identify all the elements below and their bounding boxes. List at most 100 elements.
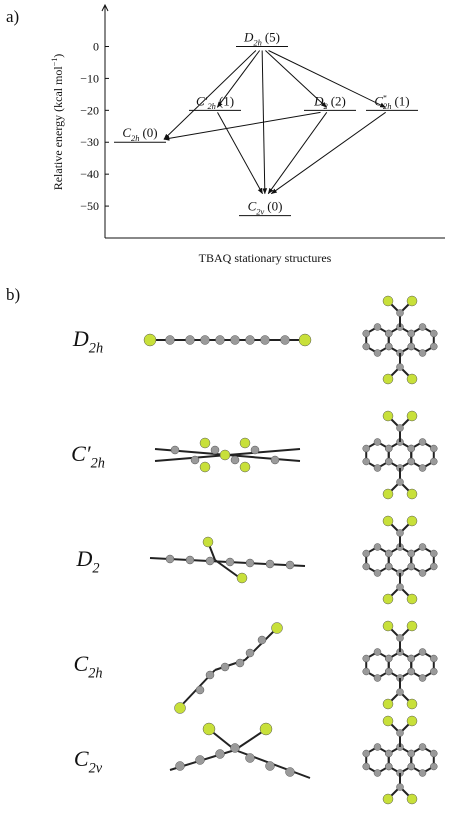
count: (2) [331, 93, 346, 108]
atom [382, 793, 394, 805]
atom [373, 543, 382, 551]
atom [185, 555, 195, 565]
sub: 2h [91, 456, 105, 472]
atom [257, 635, 267, 645]
atom [384, 749, 393, 758]
sub: 2h [383, 101, 391, 111]
atom [285, 560, 295, 570]
atom [245, 558, 255, 568]
atom [430, 667, 438, 676]
atom [406, 295, 418, 307]
atom [219, 449, 231, 461]
atom [236, 572, 248, 584]
sub: 2h [207, 101, 215, 111]
atom [430, 549, 438, 558]
symmetry-label: D2(2) [313, 93, 346, 111]
atom [430, 654, 438, 663]
atom [239, 437, 251, 449]
atom [407, 654, 416, 663]
y-tick-label: −20 [80, 103, 99, 117]
atom [406, 373, 418, 385]
atom [384, 667, 393, 676]
atom [362, 562, 370, 571]
atom [373, 464, 382, 472]
symmetry-label: C′2h [71, 441, 105, 472]
atom [430, 329, 438, 338]
sub: 2h [89, 341, 103, 357]
atom [270, 455, 280, 465]
axis-arrow [101, 3, 109, 12]
atom [384, 342, 393, 351]
atom [373, 349, 382, 357]
y-axis-label: Relative energy (kcal mol−1) [50, 54, 65, 191]
sub: 2h [131, 133, 139, 143]
atom [174, 702, 186, 714]
atom [384, 562, 393, 571]
atom [396, 309, 404, 317]
count: (5) [265, 29, 280, 44]
atom [362, 762, 370, 771]
symbol: D [313, 93, 324, 108]
symmetry-label: C* 2h (1) [374, 93, 409, 111]
symbol: C [74, 651, 89, 676]
x-axis-label: TBAQ stationary structures [199, 251, 332, 265]
atom [285, 767, 295, 777]
atom [406, 515, 418, 527]
atom [382, 295, 394, 307]
atom [396, 634, 404, 642]
atom [406, 620, 418, 632]
y-tick-label: −30 [80, 135, 99, 149]
symbol: C′ [71, 441, 92, 466]
atom [185, 335, 195, 345]
y-tick-label: 0 [93, 39, 99, 53]
bond [234, 729, 266, 751]
atom [430, 342, 438, 351]
atom [190, 455, 200, 465]
atom [418, 543, 427, 551]
transition-arrow [217, 112, 263, 195]
atom [407, 342, 416, 351]
atom [215, 335, 225, 345]
atom [362, 457, 370, 466]
atom [373, 769, 382, 777]
atom [175, 761, 185, 771]
atom [384, 549, 393, 558]
atom [430, 457, 438, 466]
atom [245, 335, 255, 345]
atom [373, 743, 382, 751]
atom [407, 329, 416, 338]
atom [362, 654, 370, 663]
atom [225, 557, 235, 567]
atom [396, 783, 404, 791]
atom [384, 329, 393, 338]
atom [384, 762, 393, 771]
atom [418, 464, 427, 472]
atom [271, 622, 283, 634]
atom [202, 722, 216, 736]
symmetry-label: D2h (5) [243, 29, 280, 47]
atom [407, 667, 416, 676]
atom [250, 445, 260, 455]
atom [230, 335, 240, 345]
symbol: D [243, 29, 254, 44]
transition-arrow [163, 111, 321, 141]
atom [230, 455, 240, 465]
atom [384, 457, 393, 466]
atom [418, 349, 427, 357]
atom [430, 562, 438, 571]
symbol: C′ [196, 93, 208, 108]
transition-arrow [267, 112, 328, 195]
atom [382, 620, 394, 632]
atom [396, 363, 404, 371]
atom [407, 457, 416, 466]
atom [418, 323, 427, 331]
atom [362, 342, 370, 351]
symmetry-label: D2 [75, 546, 99, 577]
atom [373, 323, 382, 331]
symbol: D [72, 326, 89, 351]
atom [373, 438, 382, 446]
atom [382, 373, 394, 385]
atom [245, 648, 255, 658]
atom [396, 478, 404, 486]
symmetry-label: D2h [72, 326, 103, 357]
